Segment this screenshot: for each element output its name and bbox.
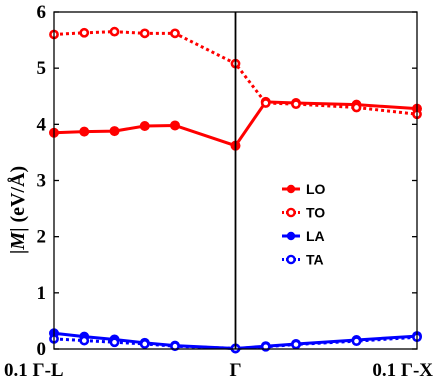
axes: 0 1 2 3 4 5 6 0.1 Γ-L Γ 0.1 Γ-X — [4, 2, 433, 381]
data-point-to — [351, 102, 362, 113]
legend-label-to: TO — [306, 205, 325, 221]
data-point-to — [291, 99, 301, 110]
legend-marker-to — [286, 207, 296, 218]
data-point-ta — [351, 336, 362, 347]
y-axis-label: |M| (eV/Å) — [6, 166, 29, 254]
data-point-to — [170, 28, 180, 39]
legend-marker-la — [286, 231, 296, 241]
x-tick-label: Γ — [229, 360, 241, 381]
legend-marker-ta — [286, 254, 296, 265]
y-tick-label: 5 — [37, 58, 47, 79]
data-point-ta — [109, 337, 120, 348]
y-tick-label: 4 — [37, 114, 47, 135]
y-tick-label: 1 — [37, 283, 47, 304]
y-tick-label: 3 — [37, 171, 47, 192]
data-point-ta — [170, 341, 180, 352]
data-point-lo — [170, 120, 180, 131]
data-point-to — [109, 26, 120, 37]
legend-label-ta: TA — [306, 252, 324, 268]
legend-marker-lo — [286, 184, 296, 194]
series-line-ta — [53, 335, 418, 350]
data-point-ta — [139, 339, 150, 349]
series-line-lo — [53, 100, 418, 148]
y-tick-label: 2 — [37, 227, 47, 248]
data-point-ta — [79, 335, 90, 346]
y-axis-label-prefix: | — [7, 250, 29, 254]
legend-label-lo: LO — [306, 181, 326, 197]
data-point-ta — [291, 339, 301, 350]
data-point-lo — [79, 126, 90, 137]
y-tick-label: 0 — [37, 339, 47, 360]
legend: LO TO LA TA — [282, 181, 326, 268]
data-point-lo — [139, 121, 150, 132]
x-tick-label: 0.1 Γ-X — [372, 360, 433, 381]
legend-label-la: LA — [306, 228, 325, 244]
data-point-to — [260, 98, 271, 108]
y-tick-label: 6 — [37, 2, 47, 23]
y-axis-label-var: M — [7, 231, 29, 251]
series-layer — [49, 26, 422, 354]
data-point-to — [79, 27, 90, 38]
y-axis-label-suffix: | (eV/Å) — [6, 166, 29, 232]
data-point-to — [139, 28, 150, 39]
x-tick-label: 0.1 Γ-L — [4, 360, 64, 381]
data-point-lo — [109, 126, 120, 137]
